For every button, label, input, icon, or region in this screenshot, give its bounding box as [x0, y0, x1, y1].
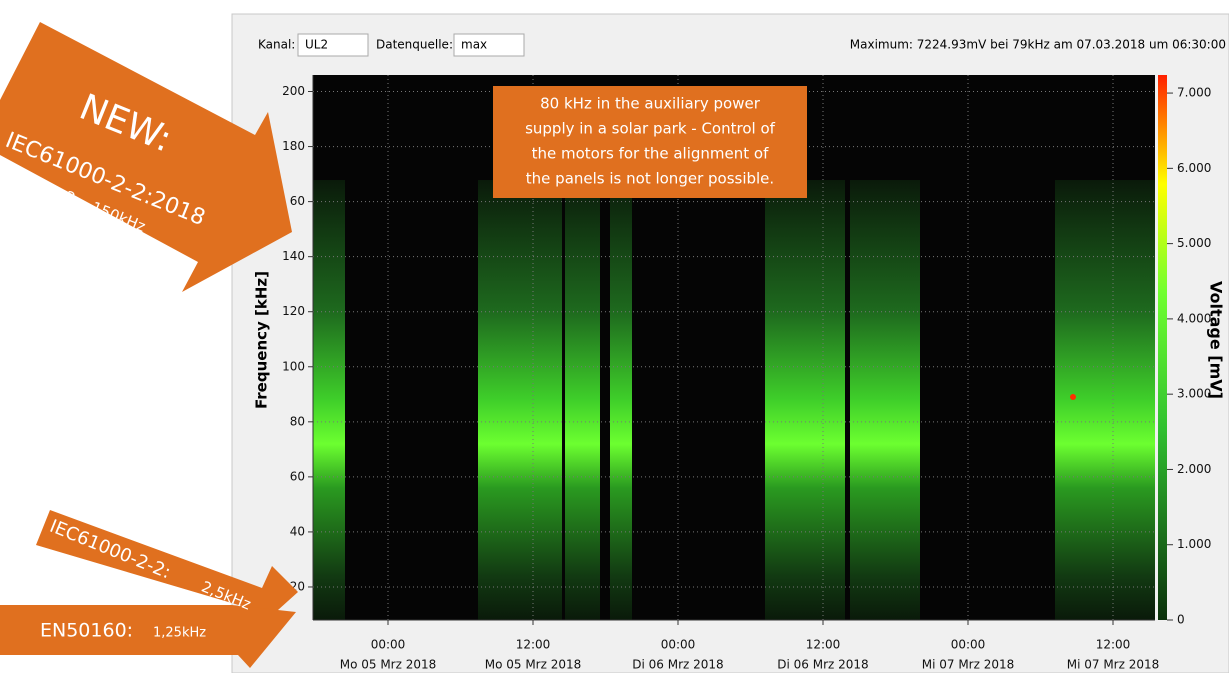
spectrogram-bands	[313, 180, 1155, 620]
colorbar-tick-label: 4.000	[1177, 311, 1211, 325]
x-tick-time: 00:00	[951, 638, 986, 652]
x-tick-date: Mo 05 Mrz 2018	[485, 658, 582, 672]
arrow-old	[36, 510, 298, 628]
y-tick-label: 180	[282, 139, 305, 153]
channel-dropdown[interactable]	[297, 33, 369, 57]
maximum-spot	[1070, 394, 1076, 400]
colorbar-tick-label: 1.000	[1177, 537, 1211, 551]
x-tick-time: 12:00	[516, 638, 551, 652]
y-tick-label: 60	[290, 469, 305, 483]
colorbar	[1158, 75, 1167, 620]
y-tick-label: 60	[290, 194, 305, 208]
callout-line: the panels is not longer possible.	[526, 170, 774, 188]
source-label: Datenquelle:	[376, 38, 453, 52]
source-value: max	[461, 38, 487, 52]
x-tick-date: Di 06 Mrz 2018	[777, 658, 868, 672]
y-tick-label: 80	[290, 414, 305, 428]
y-tick-label: 40	[290, 524, 305, 538]
band	[765, 180, 845, 620]
callout-line: supply in a solar park - Control of	[525, 120, 776, 138]
callout: 80 kHz in the auxiliary power supply in a…	[525, 95, 776, 188]
maximum-info: Maximum: 7224.93mV bei 79kHz am 07.03.20…	[850, 38, 1226, 52]
x-tick-date: Mi 07 Mrz 2018	[1067, 658, 1160, 672]
band	[610, 180, 632, 620]
colorbar-tick-label: 2.000	[1177, 462, 1211, 476]
colorbar-tick-label: 7.000	[1177, 86, 1211, 100]
en-label: EN50160:	[40, 620, 133, 642]
channel-value: UL2	[305, 38, 328, 52]
y-tick-label: 140	[282, 249, 305, 263]
band	[478, 180, 562, 620]
callout-line: 80 kHz in the auxiliary power	[540, 95, 761, 113]
band	[1055, 180, 1155, 620]
x-tick-date: Di 06 Mrz 2018	[632, 658, 723, 672]
callout-line: the motors for the alignment of	[532, 145, 769, 163]
colorbar-tick-label: 3.000	[1177, 387, 1211, 401]
x-tick-date: Mo 05 Mrz 2018	[340, 658, 437, 672]
y-axis-label: Frequency [kHz]	[253, 271, 271, 409]
arrow-new	[0, 22, 292, 292]
channel-label: Kanal:	[258, 38, 295, 52]
colorbar-tick-label: 5.000	[1177, 236, 1211, 250]
y-tick-label: 200	[282, 84, 305, 98]
x-tick-date: Mi 07 Mrz 2018	[922, 658, 1015, 672]
range-en: 1,25kHz	[153, 626, 206, 641]
colorbar-tick-label: 0	[1177, 613, 1185, 627]
x-tick-time: 12:00	[1096, 638, 1131, 652]
band	[850, 180, 920, 620]
y-tick-label: 120	[282, 304, 305, 318]
x-tick-time: 12:00	[806, 638, 841, 652]
colorbar-tick-label: 6.000	[1177, 161, 1211, 175]
x-tick-time: 00:00	[661, 638, 696, 652]
band	[313, 180, 345, 620]
x-tick-time: 00:00	[371, 638, 406, 652]
arrow-en	[0, 605, 296, 668]
band	[565, 180, 600, 620]
callout-box	[493, 86, 807, 198]
colorbar-label: Voltage [mV]	[1207, 281, 1226, 399]
source-dropdown[interactable]	[453, 33, 525, 57]
y-tick-label: 100	[282, 359, 305, 373]
